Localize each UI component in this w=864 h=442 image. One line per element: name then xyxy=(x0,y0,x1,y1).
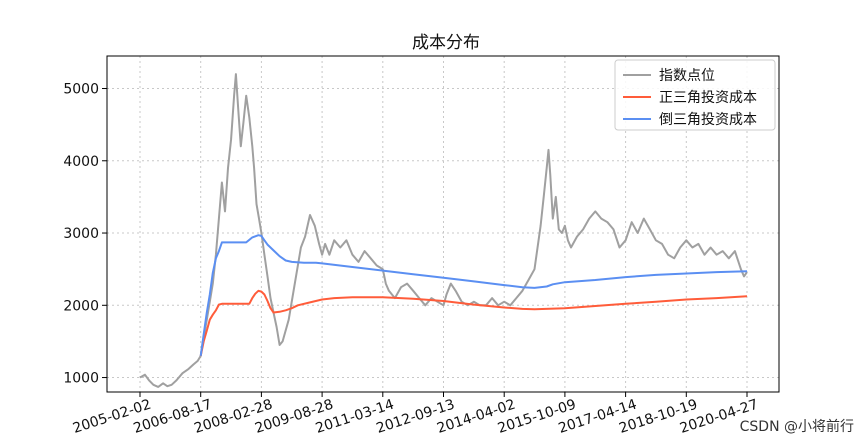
y-tick-label: 2000 xyxy=(63,298,99,314)
series-line-0 xyxy=(139,73,748,388)
legend-box xyxy=(614,59,776,131)
y-tick-label: 4000 xyxy=(63,154,99,170)
y-tick-label: 3000 xyxy=(63,226,99,242)
y-axis: 1000 2000 3000 4000 5000 xyxy=(63,82,107,387)
series-line-2 xyxy=(199,234,748,357)
legend-label: 指数点位 xyxy=(659,68,715,84)
legend-label: 正三角投资成本 xyxy=(659,90,757,106)
series-line-1 xyxy=(199,289,748,357)
legend-label: 倒三角投资成本 xyxy=(659,112,757,128)
watermark: CSDN @小将前行 xyxy=(739,419,854,435)
y-tick-label: 5000 xyxy=(63,82,99,98)
chart-title: 成本分布 xyxy=(412,33,480,53)
y-tick-label: 1000 xyxy=(63,371,99,387)
series-layer xyxy=(139,73,748,388)
x-axis: 2005-02-022006-08-172008-02-282009-08-28… xyxy=(71,392,760,437)
